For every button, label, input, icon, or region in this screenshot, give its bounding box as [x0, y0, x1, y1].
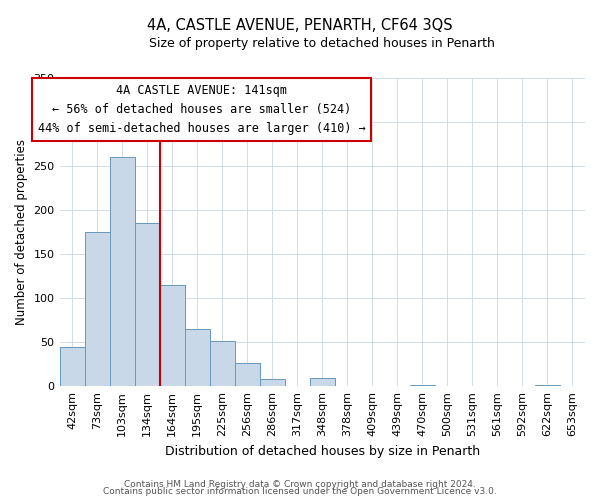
Text: Contains public sector information licensed under the Open Government Licence v3: Contains public sector information licen…: [103, 487, 497, 496]
Bar: [110, 158, 134, 386]
Bar: [85, 232, 110, 386]
Y-axis label: Number of detached properties: Number of detached properties: [15, 139, 28, 325]
Bar: [535, 384, 560, 386]
Bar: [235, 364, 260, 386]
Bar: [410, 384, 435, 386]
Text: 4A, CASTLE AVENUE, PENARTH, CF64 3QS: 4A, CASTLE AVENUE, PENARTH, CF64 3QS: [147, 18, 453, 32]
Bar: [185, 329, 209, 386]
Bar: [260, 380, 285, 386]
X-axis label: Distribution of detached houses by size in Penarth: Distribution of detached houses by size …: [165, 444, 480, 458]
Text: Contains HM Land Registry data © Crown copyright and database right 2024.: Contains HM Land Registry data © Crown c…: [124, 480, 476, 489]
Bar: [59, 346, 85, 387]
Bar: [209, 342, 235, 386]
Bar: [310, 378, 335, 386]
Text: 4A CASTLE AVENUE: 141sqm
← 56% of detached houses are smaller (524)
44% of semi-: 4A CASTLE AVENUE: 141sqm ← 56% of detach…: [38, 84, 365, 135]
Title: Size of property relative to detached houses in Penarth: Size of property relative to detached ho…: [149, 38, 495, 51]
Bar: [160, 285, 185, 386]
Bar: [134, 224, 160, 386]
